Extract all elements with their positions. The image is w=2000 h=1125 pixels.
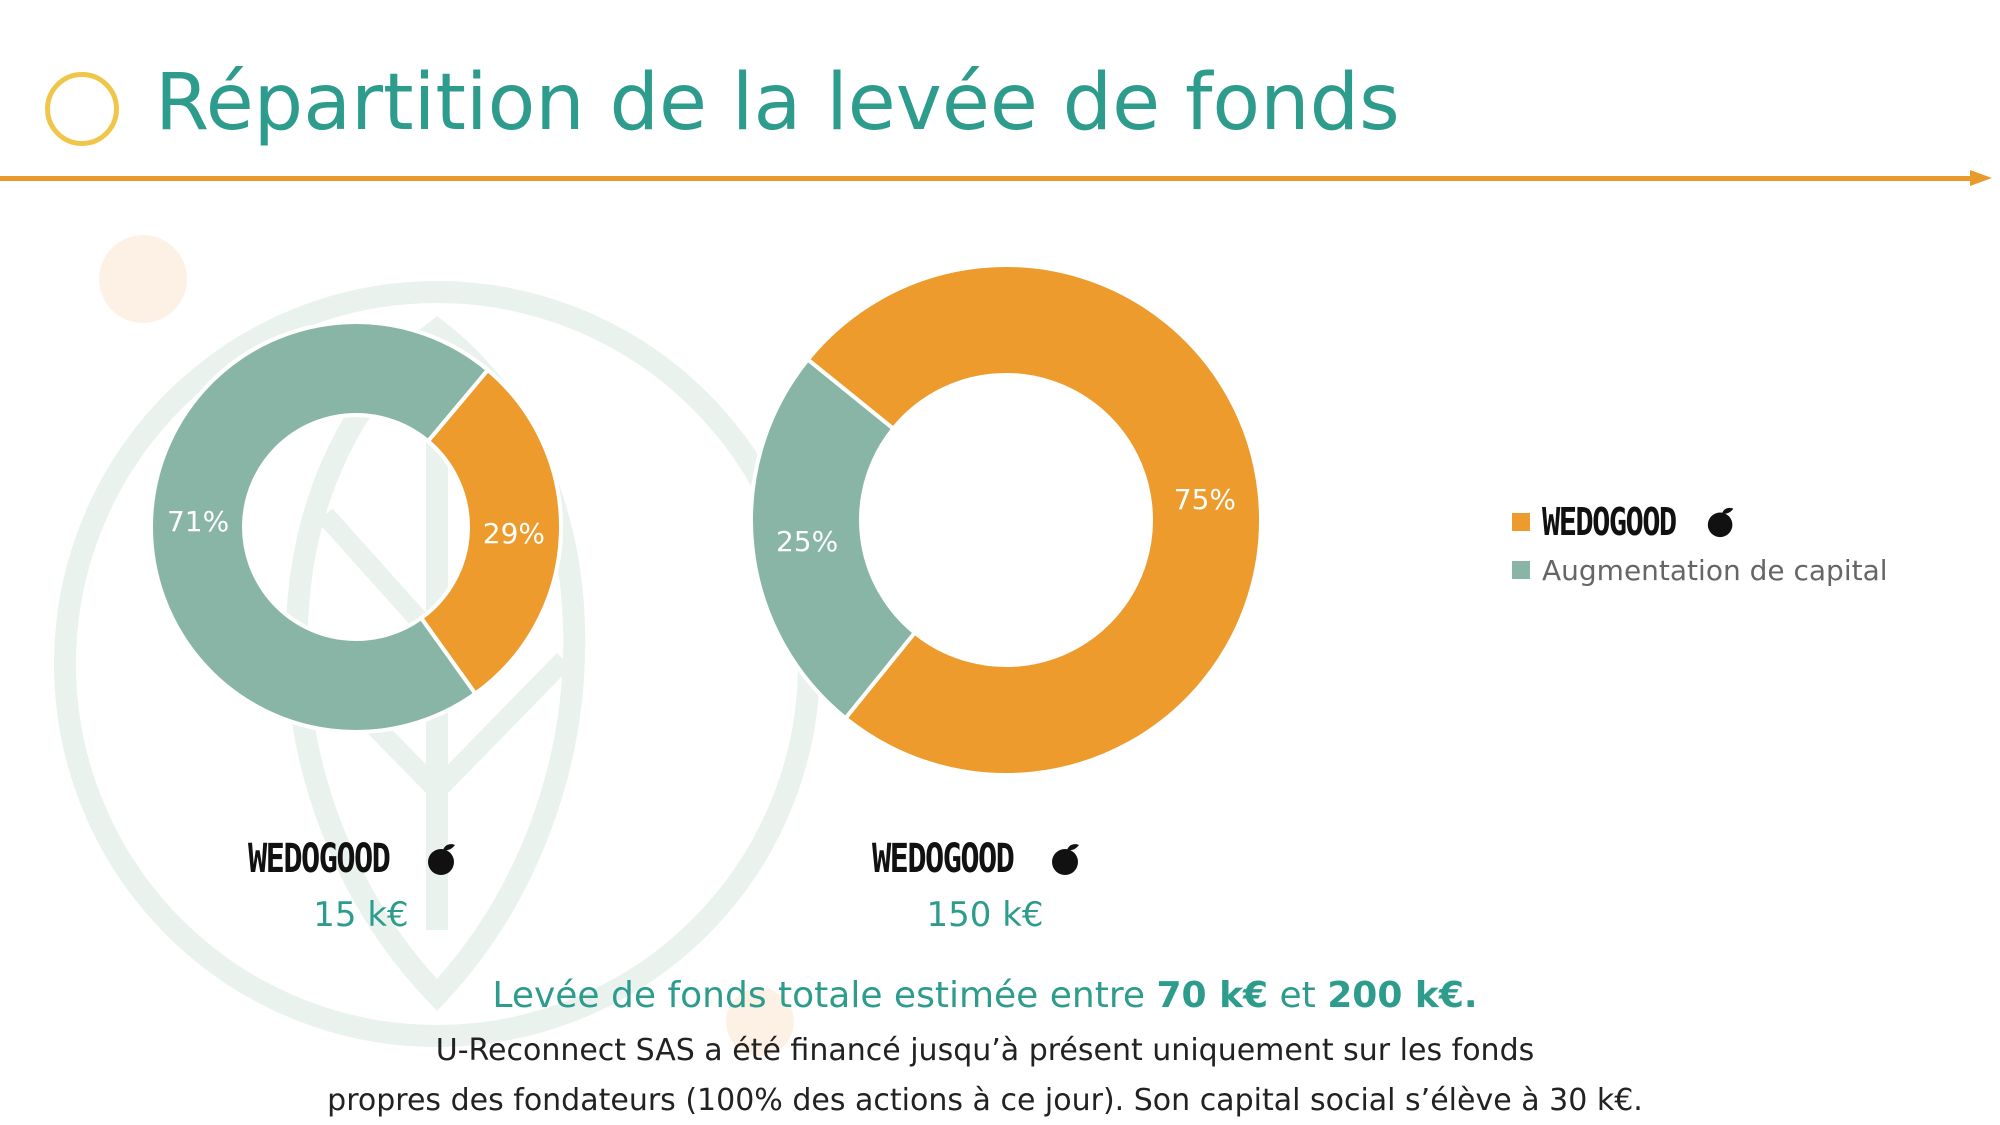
chart-1-slice-capital [149, 320, 491, 734]
chart-1-slice-wedogood [418, 367, 563, 697]
chart-1-amount: 15 k€ [313, 895, 409, 935]
wedogood-logo: WEDOGOOD [872, 836, 1085, 882]
wedogood-logo: WEDOGOOD [248, 836, 461, 882]
legend-swatch [1512, 513, 1530, 531]
chart-1-label-wedogood: 29% [483, 517, 545, 550]
fundraising-summary: Levée de fonds totale estimée entre 70 k… [492, 975, 1478, 1016]
arrow-head-icon [1970, 170, 1992, 186]
funding-note-line-1: U-Reconnect SAS a été financé jusqu’à pr… [435, 1033, 1535, 1068]
header-divider [0, 176, 1975, 181]
chart-2-label-wedogood: 75% [1174, 483, 1236, 516]
legend-swatch [1512, 561, 1530, 579]
chart-2-slice-capital [749, 356, 918, 721]
page-title: Répartition de la levée de fonds [155, 58, 1400, 148]
chart-2-slice-wedogood [805, 263, 1263, 777]
chart-2-amount: 150 k€ [926, 895, 1044, 935]
funding-note-line-2: propres des fondateurs (100% des actions… [327, 1083, 1643, 1118]
apple-icon [1051, 844, 1079, 875]
legend-item-wedogood: WEDOGOOD [1512, 498, 1888, 546]
legend-item-capital: Augmentation de capital [1512, 546, 1888, 594]
chart-2-label-capital: 25% [776, 525, 838, 558]
chart-legend: WEDOGOOD Augmentation de capital [1512, 498, 1888, 594]
title-circle-icon [45, 72, 119, 146]
apple-icon [1707, 507, 1734, 538]
chart-1-label-capital: 71% [167, 505, 229, 538]
apple-icon [427, 844, 455, 875]
